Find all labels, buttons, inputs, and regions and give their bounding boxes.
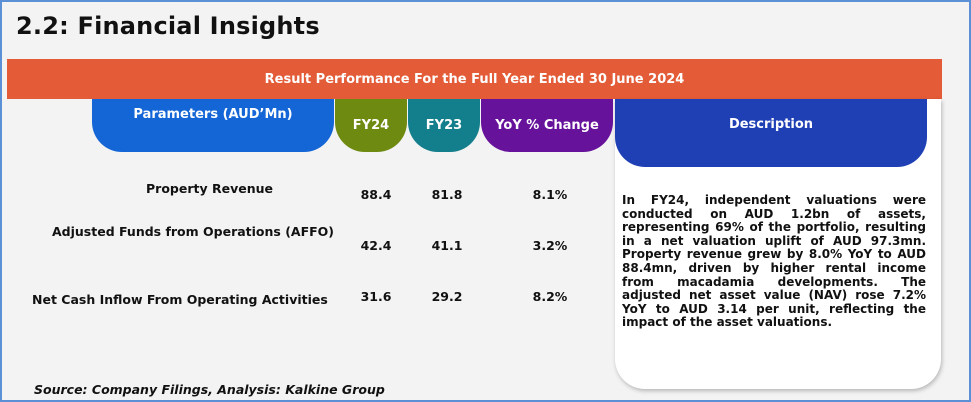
header-description: Description bbox=[615, 99, 927, 167]
row-label-net-cash-inflow: Net Cash Inflow From Operating Activitie… bbox=[32, 292, 328, 307]
row-label-affo: Adjusted Funds from Operations (AFFO) bbox=[52, 224, 335, 239]
cell-fy24: 88.4 bbox=[360, 187, 392, 202]
row-label-property-revenue: Property Revenue bbox=[146, 181, 273, 196]
result-banner: Result Performance For the Full Year End… bbox=[7, 59, 942, 99]
cell-fy23: 29.2 bbox=[431, 289, 463, 304]
source-note: Source: Company Filings, Analysis: Kalki… bbox=[34, 382, 385, 397]
cell-yoy: 3.2% bbox=[532, 238, 568, 253]
header-fy24: FY24 bbox=[335, 99, 407, 152]
header-yoy-change: YoY % Change bbox=[481, 99, 613, 152]
cell-fy24: 31.6 bbox=[360, 289, 392, 304]
header-parameters: Parameters (AUD’Mn) bbox=[92, 99, 334, 152]
page-title: 2.2: Financial Insights bbox=[16, 12, 320, 40]
header-fy23: FY23 bbox=[408, 99, 480, 152]
cell-yoy: 8.1% bbox=[532, 187, 568, 202]
description-text: In FY24, independent valuations were con… bbox=[622, 193, 926, 330]
cell-yoy: 8.2% bbox=[532, 289, 568, 304]
cell-fy23: 41.1 bbox=[431, 238, 463, 253]
cell-fy24: 42.4 bbox=[360, 238, 392, 253]
cell-fy23: 81.8 bbox=[431, 187, 463, 202]
